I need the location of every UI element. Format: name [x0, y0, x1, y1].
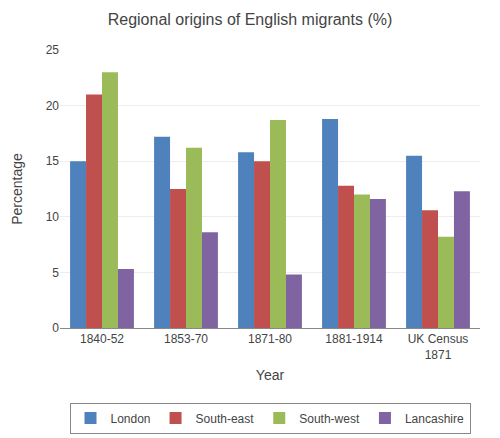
svg-text:1871-80: 1871-80 [248, 332, 292, 346]
svg-text:Lancashire: Lancashire [405, 412, 464, 426]
svg-text:Percentage: Percentage [9, 153, 25, 225]
svg-text:1881-1914: 1881-1914 [325, 332, 383, 346]
svg-text:20: 20 [46, 99, 60, 113]
svg-text:South-west: South-west [299, 412, 360, 426]
svg-text:Regional origins of English mi: Regional origins of English migrants (%) [108, 11, 393, 28]
svg-text:25: 25 [46, 43, 60, 57]
svg-text:UK Census1871: UK Census1871 [408, 332, 469, 362]
svg-text:South-east: South-east [196, 412, 255, 426]
svg-text:5: 5 [52, 266, 59, 280]
svg-text:1840-52: 1840-52 [80, 332, 124, 346]
svg-text:10: 10 [46, 210, 60, 224]
svg-text:London: London [111, 412, 151, 426]
svg-text:Year: Year [256, 367, 285, 383]
svg-text:15: 15 [46, 154, 60, 168]
svg-text:0: 0 [52, 321, 59, 335]
svg-text:1853-70: 1853-70 [164, 332, 208, 346]
